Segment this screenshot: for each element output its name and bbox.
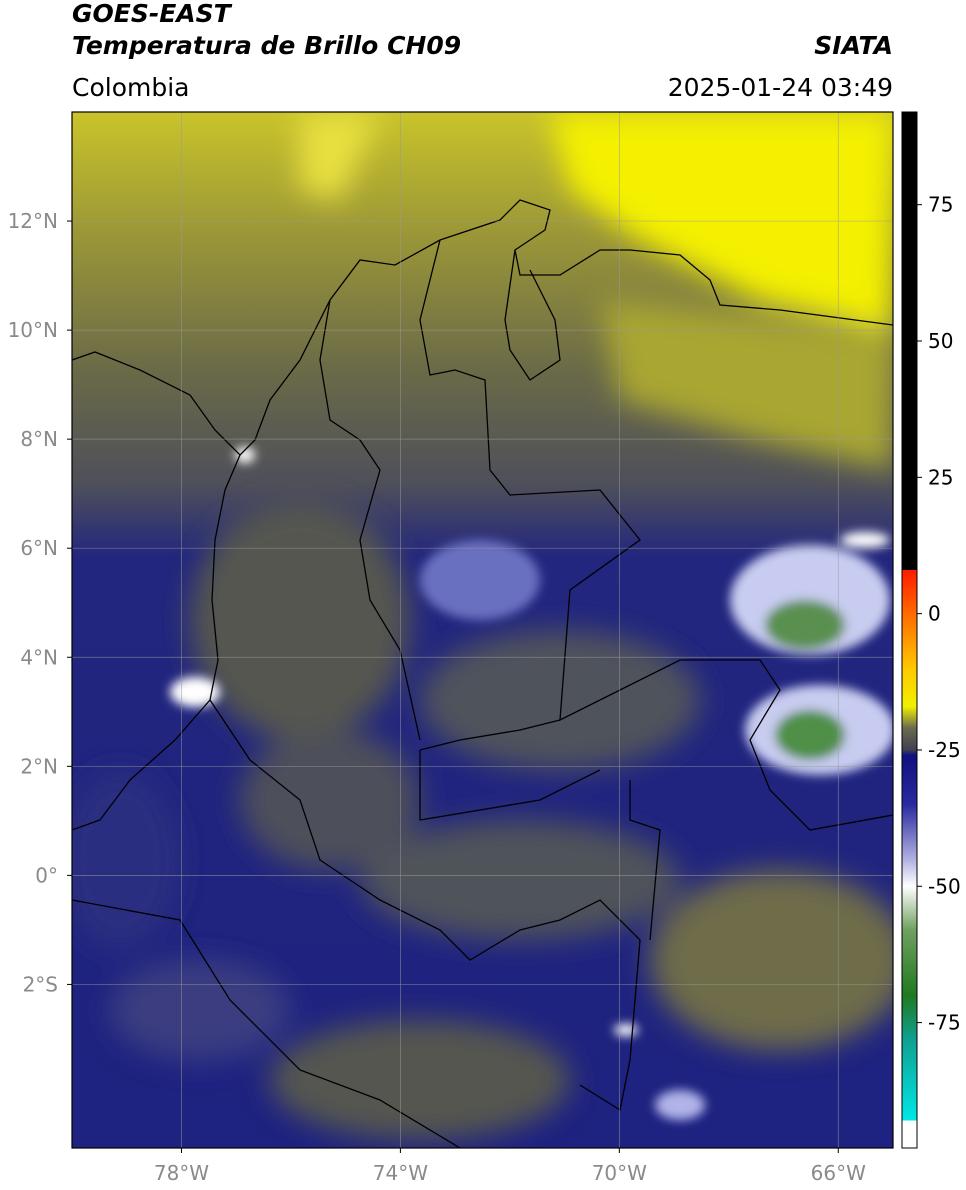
y-tick-label: 12°N bbox=[8, 209, 58, 233]
colorbar bbox=[901, 111, 918, 1149]
y-tick-label: 6°N bbox=[20, 536, 58, 560]
x-tick-label: 66°W bbox=[811, 1161, 866, 1185]
x-tick-label: 74°W bbox=[373, 1161, 428, 1185]
colorbar-tick-label: -75 bbox=[928, 1011, 961, 1035]
colorbar-tick-label: 0 bbox=[928, 602, 941, 626]
x-tick-label: 70°W bbox=[592, 1161, 647, 1185]
region: Colombia bbox=[72, 73, 189, 102]
timestamp: 2025-01-24 03:49 bbox=[668, 73, 893, 102]
source: SIATA bbox=[814, 31, 893, 60]
y-tick-label: 10°N bbox=[8, 318, 58, 342]
title: GOES-EAST bbox=[72, 0, 233, 28]
colorbar-tick-label: -25 bbox=[928, 738, 961, 762]
y-tick-label: 8°N bbox=[20, 427, 58, 451]
colorbar-tick-label: 50 bbox=[928, 329, 953, 353]
subtitle: Temperatura de Brillo CH09 bbox=[72, 31, 461, 60]
y-tick-label: 2°N bbox=[20, 754, 58, 778]
y-tick-label: 0° bbox=[35, 863, 58, 887]
colorbar-tick-label: 25 bbox=[928, 465, 953, 489]
y-tick-label: 2°S bbox=[23, 972, 58, 996]
map-frame bbox=[71, 111, 894, 1149]
colorbar-tick-label: -50 bbox=[928, 874, 961, 898]
colorbar-tick-label: 75 bbox=[928, 193, 953, 217]
y-tick-label: 4°N bbox=[20, 645, 58, 669]
x-tick-label: 78°W bbox=[154, 1161, 209, 1185]
satellite-image bbox=[72, 112, 893, 1148]
grid bbox=[72, 112, 893, 1148]
